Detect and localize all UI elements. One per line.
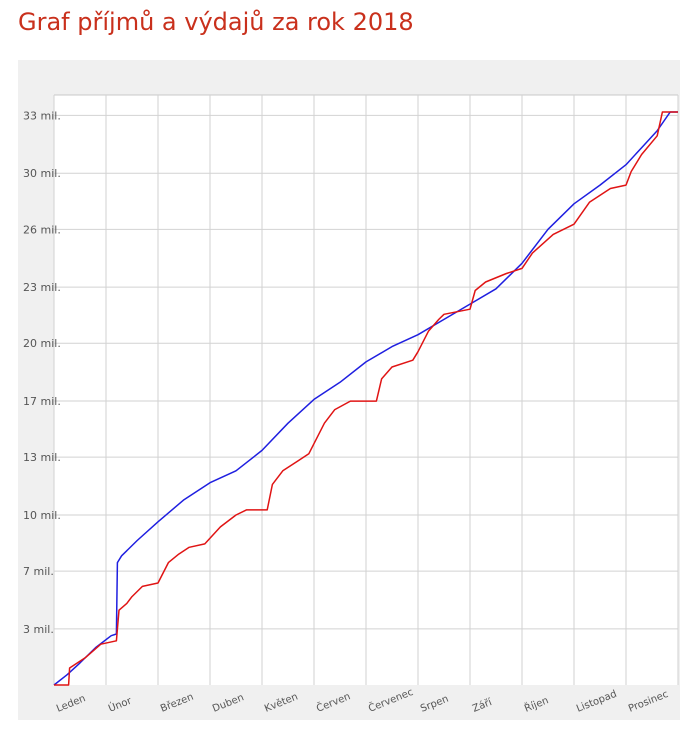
y-tick-label: 23 mil. — [23, 281, 61, 294]
series-line-1 — [53, 111, 678, 686]
y-axis: 3 mil. 7 mil. 10 mil. 13 mil. 17 mil. 20 mil.… — [23, 109, 61, 635]
y-tick-label: 10 mil. — [23, 509, 61, 522]
y-tick-label: 3 mil. — [23, 623, 54, 636]
y-tick-label: 7 mil. — [23, 565, 54, 578]
y-tick-label: 26 mil. — [23, 223, 61, 236]
y-tick-label: 17 mil. — [23, 395, 61, 408]
y-tick-label: 13 mil. — [23, 451, 61, 464]
page-title: Graf příjmů a výdajů za rok 2018 — [18, 8, 414, 36]
y-tick-label: 33 mil. — [23, 109, 61, 122]
income-expense-chart: 3 mil. 7 mil. 10 mil. 13 mil. 17 mil. 20 mil.… — [18, 60, 680, 720]
series-lines — [53, 111, 678, 686]
grid — [53, 94, 679, 685]
series-line-2 — [54, 111, 678, 686]
y-tick-label: 20 mil. — [23, 337, 61, 350]
chart-container: 3 mil. 7 mil. 10 mil. 13 mil. 17 mil. 20 mil.… — [18, 60, 680, 720]
y-tick-label: 30 mil. — [23, 167, 61, 180]
